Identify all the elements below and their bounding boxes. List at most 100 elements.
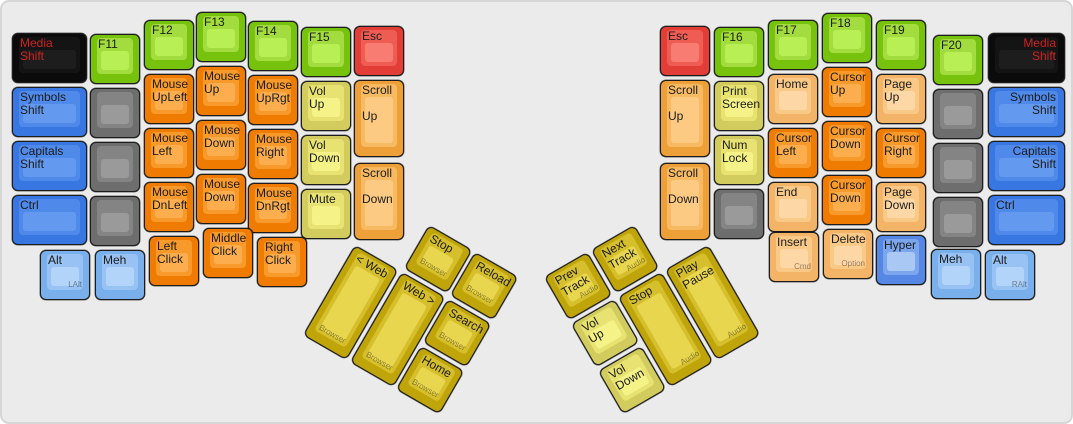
key-label: Print Screen (722, 85, 760, 111)
key-label: Scroll Down (362, 167, 398, 206)
key-meh-left[interactable]: Meh (95, 250, 145, 300)
key-esc-left[interactable]: Esc (354, 26, 404, 76)
key-page-up[interactable]: Page Up (876, 74, 926, 124)
key-home[interactable]: Home (768, 74, 818, 124)
key-scroll-up-right[interactable]: Scroll Up (660, 80, 710, 157)
key-f19[interactable]: F19 (876, 20, 926, 70)
key-label: Vol Up (309, 85, 345, 111)
key-middle-click[interactable]: Middle Click (203, 228, 253, 278)
key-ctrl-left[interactable]: Ctrl (12, 195, 87, 245)
key-label-line: Cursor (830, 178, 867, 192)
key-mouse-up[interactable]: Mouse Up (196, 66, 246, 116)
key-end[interactable]: End (768, 182, 818, 232)
key-label-line: Hyper (884, 238, 917, 252)
keycap-highlight (23, 104, 76, 123)
key-scroll-down-right[interactable]: Scroll Down (660, 163, 710, 240)
key-blank-right-2[interactable] (933, 143, 983, 193)
key-cursor-right[interactable]: Cursor Right (876, 128, 926, 178)
key-blank-right-4[interactable] (933, 197, 983, 247)
keycap-highlight (155, 37, 183, 56)
key-alt-left[interactable]: Alt LAlt (40, 250, 90, 300)
key-label: Meh (103, 254, 139, 267)
key-cursor-down-upper[interactable]: Cursor Down (822, 121, 872, 171)
key-f20[interactable]: F20 (933, 35, 983, 85)
key-meh-right[interactable]: Meh (931, 249, 981, 299)
key-label-line: F20 (941, 38, 962, 52)
key-ctrl-right[interactable]: Ctrl (988, 195, 1065, 245)
key-blank-right-3[interactable] (714, 189, 764, 239)
key-media-shift-left[interactable]: Media Shift (12, 33, 87, 83)
key-label-line: Cursor (884, 131, 921, 145)
key-f14[interactable]: F14 (248, 21, 298, 71)
key-label-line: Mouse (204, 123, 241, 137)
key-blank-left-1[interactable] (90, 88, 140, 138)
keycap-surface (940, 147, 976, 183)
key-f15[interactable]: F15 (301, 27, 351, 77)
key-label-line: Shift (20, 103, 45, 117)
keycap-highlight (101, 51, 129, 70)
keycap-highlight (944, 52, 972, 71)
key-mouse-uprgt[interactable]: Mouse UpRgt (248, 75, 298, 125)
key-label-line: DnLeft (152, 198, 188, 212)
key-esc-right[interactable]: Esc (660, 26, 710, 76)
keycap-highlight (671, 180, 699, 226)
key-blank-left-3[interactable] (90, 196, 140, 246)
key-hyper[interactable]: Hyper (876, 235, 926, 285)
key-vol-up-left[interactable]: Vol Up (301, 81, 351, 131)
keycap-highlight (51, 267, 79, 286)
key-mouse-left[interactable]: Mouse Left (144, 128, 194, 178)
keycap-surface (721, 139, 757, 175)
key-left-click[interactable]: Left Click (149, 236, 199, 286)
key-scroll-down-left[interactable]: Scroll Down (354, 163, 404, 240)
keycap-highlight (23, 50, 76, 69)
key-label: F19 (884, 24, 920, 37)
key-f12[interactable]: F12 (144, 20, 194, 70)
key-f18[interactable]: F18 (822, 13, 872, 63)
keycap-surface (97, 38, 133, 74)
key-insert[interactable]: Insert Cmd (769, 232, 819, 282)
key-mouse-dnleft[interactable]: Mouse DnLeft (144, 182, 194, 232)
key-f16[interactable]: F16 (714, 27, 764, 77)
key-mute[interactable]: Mute (301, 189, 351, 239)
key-page-down[interactable]: Page Down (876, 182, 926, 232)
key-mouse-right[interactable]: Mouse Right (248, 129, 298, 179)
key-label: Ctrl (996, 199, 1059, 212)
key-label-line: Home (776, 77, 809, 91)
key-cursor-down-lower[interactable]: Cursor Down (822, 175, 872, 225)
key-vol-down-left[interactable]: Vol Down (301, 135, 351, 185)
key-sublabel: LAlt (68, 280, 82, 289)
key-mouse-upleft[interactable]: Mouse UpLeft (144, 74, 194, 124)
key-f13[interactable]: F13 (196, 12, 246, 62)
key-cursor-left[interactable]: Cursor Left (768, 128, 818, 178)
keycap-surface (775, 132, 811, 168)
keycap-surface (995, 145, 1058, 181)
key-mouse-dnrgt[interactable]: Mouse DnRgt (248, 183, 298, 233)
key-scroll-up-left[interactable]: Scroll Up (354, 80, 404, 157)
keycap-surface (19, 199, 80, 235)
keycap-surface (829, 179, 865, 215)
key-symbols-shift-left[interactable]: Symbols Shift (12, 87, 87, 137)
key-right-click[interactable]: Right Click (257, 237, 307, 287)
key-label: End (776, 186, 812, 199)
key-delete[interactable]: Delete Option (823, 229, 873, 279)
key-media-shift-right[interactable]: Media Shift (988, 33, 1065, 83)
key-label-line: Up (309, 97, 325, 111)
key-label: Alt (993, 254, 1029, 267)
key-num-lock[interactable]: Num Lock (714, 135, 764, 185)
key-print-screen[interactable]: Print Screen (714, 81, 764, 131)
key-label-line: Mouse (152, 77, 189, 91)
key-label: Scroll Up (362, 84, 398, 123)
key-cursor-up[interactable]: Cursor Up (822, 67, 872, 117)
key-capitals-shift-right[interactable]: Capitals Shift (988, 141, 1065, 191)
key-blank-right-1[interactable] (933, 89, 983, 139)
key-mouse-down-lower[interactable]: Mouse Down (196, 174, 246, 224)
key-f17[interactable]: F17 (768, 20, 818, 70)
key-capitals-shift-left[interactable]: Capitals Shift (12, 141, 87, 191)
key-symbols-shift-right[interactable]: Symbols Shift (988, 87, 1065, 137)
key-mouse-down-upper[interactable]: Mouse Down (196, 120, 246, 170)
key-f11[interactable]: F11 (90, 34, 140, 84)
key-alt-right[interactable]: Alt RAlt (985, 250, 1035, 300)
key-blank-left-2[interactable] (90, 142, 140, 192)
key-label-line: Click (211, 244, 237, 258)
key-label: Cursor Up (830, 71, 866, 97)
